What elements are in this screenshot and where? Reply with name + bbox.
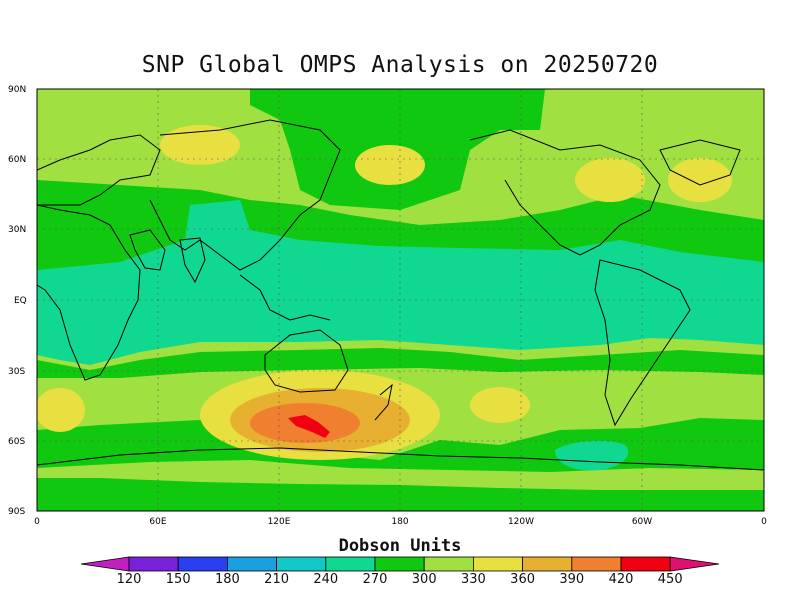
colorbar-cell <box>472 556 523 572</box>
colorbar-label: 330 <box>460 572 486 587</box>
field-yellow-2 <box>355 145 425 185</box>
field-yellow-4 <box>668 158 732 202</box>
field-south-polar <box>37 460 764 490</box>
colorbar-cell <box>128 556 179 572</box>
lon-label-0-left: 0 <box>34 517 40 527</box>
colorbar-cell <box>522 556 573 572</box>
lat-label-30s: 30S <box>8 367 25 377</box>
coast-greenland <box>659 139 741 186</box>
lon-label-120e: 120E <box>268 517 291 527</box>
colorbar-title: Dobson Units <box>338 536 462 556</box>
coast-namerica <box>469 129 661 256</box>
ozone-field <box>37 89 764 511</box>
lon-label-60w: 60W <box>632 517 652 527</box>
lat-label-90s: 90S <box>8 507 25 517</box>
colorbar-label: 120 <box>116 572 142 587</box>
lat-label-60s: 60S <box>8 437 25 447</box>
field-tropics-teal <box>37 200 764 365</box>
colorbar-cell <box>226 556 277 572</box>
colorbar-cell <box>571 556 622 572</box>
coast-europe <box>37 134 161 206</box>
colorbar-label: 210 <box>264 572 290 587</box>
coast-africa <box>37 204 141 381</box>
lon-label-180: 180 <box>391 517 408 527</box>
lon-label-120w: 120W <box>508 517 534 527</box>
colorbar-cell <box>276 556 327 572</box>
ozone-map: 90N 60N 30N EQ 30S 60S 90S 0 60E 120E 18… <box>8 85 767 527</box>
coast-seasia <box>239 274 331 321</box>
field-south-teal <box>555 440 629 471</box>
colorbar-cell <box>423 556 474 572</box>
coast-nz <box>374 383 393 421</box>
colorbar-label: 150 <box>165 572 191 587</box>
field-max-red <box>288 415 330 438</box>
colorbar <box>80 556 720 572</box>
field-south-green <box>37 348 764 378</box>
lat-label-90n: 90N <box>8 85 26 95</box>
colorbar-cell <box>374 556 425 572</box>
coast-antarctica <box>37 447 764 471</box>
colorbar-arrow-high <box>669 556 720 572</box>
colorbar-label: 240 <box>313 572 339 587</box>
field-yellow-1 <box>160 125 240 165</box>
lat-label-eq: EQ <box>14 296 27 306</box>
colorbar-label: 390 <box>559 572 585 587</box>
colorbar-cell <box>325 556 376 572</box>
map-title: SNP Global OMPS Analysis on 20250720 <box>141 52 659 78</box>
coast-asia <box>149 119 341 271</box>
map-frame <box>36 88 765 512</box>
grid <box>37 89 764 511</box>
colorbar-cell <box>620 556 671 572</box>
colorbar-label: 450 <box>657 572 683 587</box>
coast-india <box>179 237 206 284</box>
colorbar-label: 300 <box>411 572 437 587</box>
field-yellow-6 <box>470 387 530 423</box>
colorbar-label: 270 <box>362 572 388 587</box>
colorbar-cell <box>177 556 228 572</box>
colorbar-label: 420 <box>608 572 634 587</box>
coast-australia <box>264 329 349 393</box>
field-yellow-5 <box>37 388 85 432</box>
lon-label-60e: 60E <box>149 517 166 527</box>
colorbar-arrow-low <box>80 556 130 572</box>
coastlines <box>37 119 764 471</box>
lon-label-0-right: 0 <box>761 517 767 527</box>
colorbar-label: 180 <box>214 572 240 587</box>
colorbar-label: 360 <box>510 572 536 587</box>
lat-label-60n: 60N <box>8 155 26 165</box>
coast-samerica <box>594 259 691 427</box>
lat-label-30n: 30N <box>8 225 26 235</box>
field-yellow-3 <box>575 158 645 202</box>
coast-arabia <box>129 229 166 271</box>
